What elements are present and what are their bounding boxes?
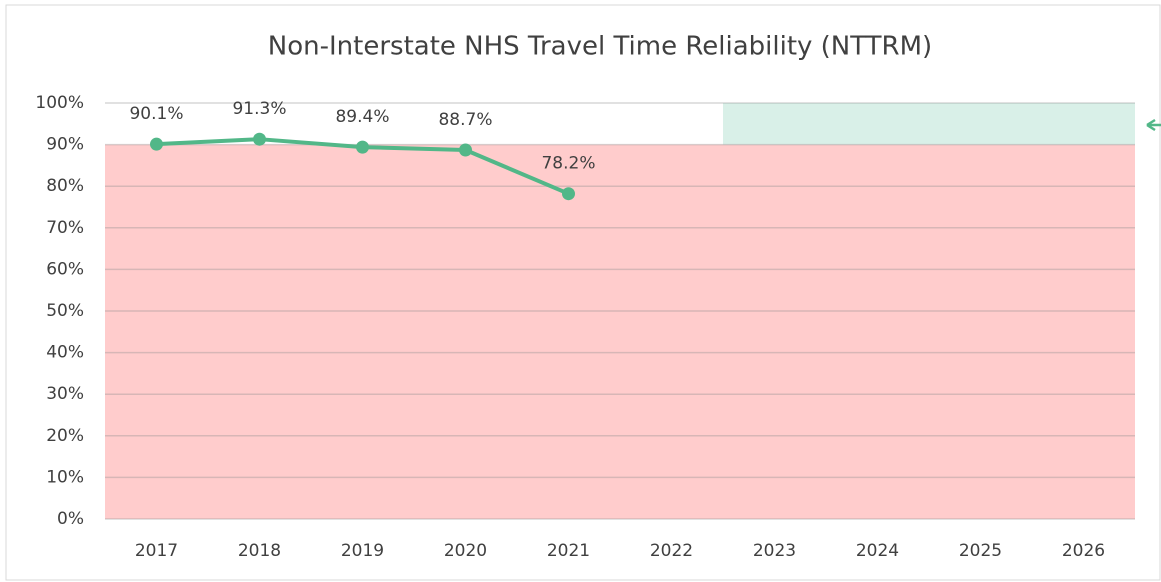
y-tick-label: 10% xyxy=(46,467,84,487)
y-tick-label: 50% xyxy=(46,301,84,321)
x-tick-label: 2024 xyxy=(856,541,899,561)
x-tick-label: 2025 xyxy=(959,541,1002,561)
point xyxy=(150,137,163,151)
x-tick-label: 2017 xyxy=(135,541,178,561)
x-tick-label: 2023 xyxy=(753,541,796,561)
data-label: 91.3% xyxy=(232,99,286,119)
point xyxy=(253,132,266,146)
y-tick-label: 90% xyxy=(46,135,84,155)
data-label: 90.1% xyxy=(129,104,183,124)
y-tick-label: 80% xyxy=(46,176,84,196)
data-label: 78.2% xyxy=(541,154,595,174)
band xyxy=(105,144,1135,519)
x-tick-label: 2019 xyxy=(341,541,384,561)
x-tick-label: 2026 xyxy=(1062,541,1105,561)
point xyxy=(356,140,369,154)
point xyxy=(562,187,575,201)
y-tick-label: 70% xyxy=(46,218,84,238)
data-label: 88.7% xyxy=(438,110,492,130)
x-tick-label: 2020 xyxy=(444,541,487,561)
y-tick-label: 100% xyxy=(35,93,84,113)
x-tick-label: 2018 xyxy=(238,541,281,561)
point xyxy=(459,143,472,157)
y-tick-label: 40% xyxy=(46,343,84,363)
x-tick-label: 2022 xyxy=(650,541,693,561)
y-tick-label: 20% xyxy=(46,426,84,446)
y-tick-label: 60% xyxy=(46,259,84,279)
chart-title: Non-Interstate NHS Travel Time Reliabili… xyxy=(268,32,932,62)
data-label: 89.4% xyxy=(335,107,389,127)
y-tick-label: 30% xyxy=(46,384,84,404)
target-arrow xyxy=(1146,118,1161,132)
x-tick-label: 2021 xyxy=(547,541,590,561)
bands xyxy=(105,103,1135,519)
band xyxy=(723,103,1135,145)
y-tick-label: 0% xyxy=(57,509,84,529)
